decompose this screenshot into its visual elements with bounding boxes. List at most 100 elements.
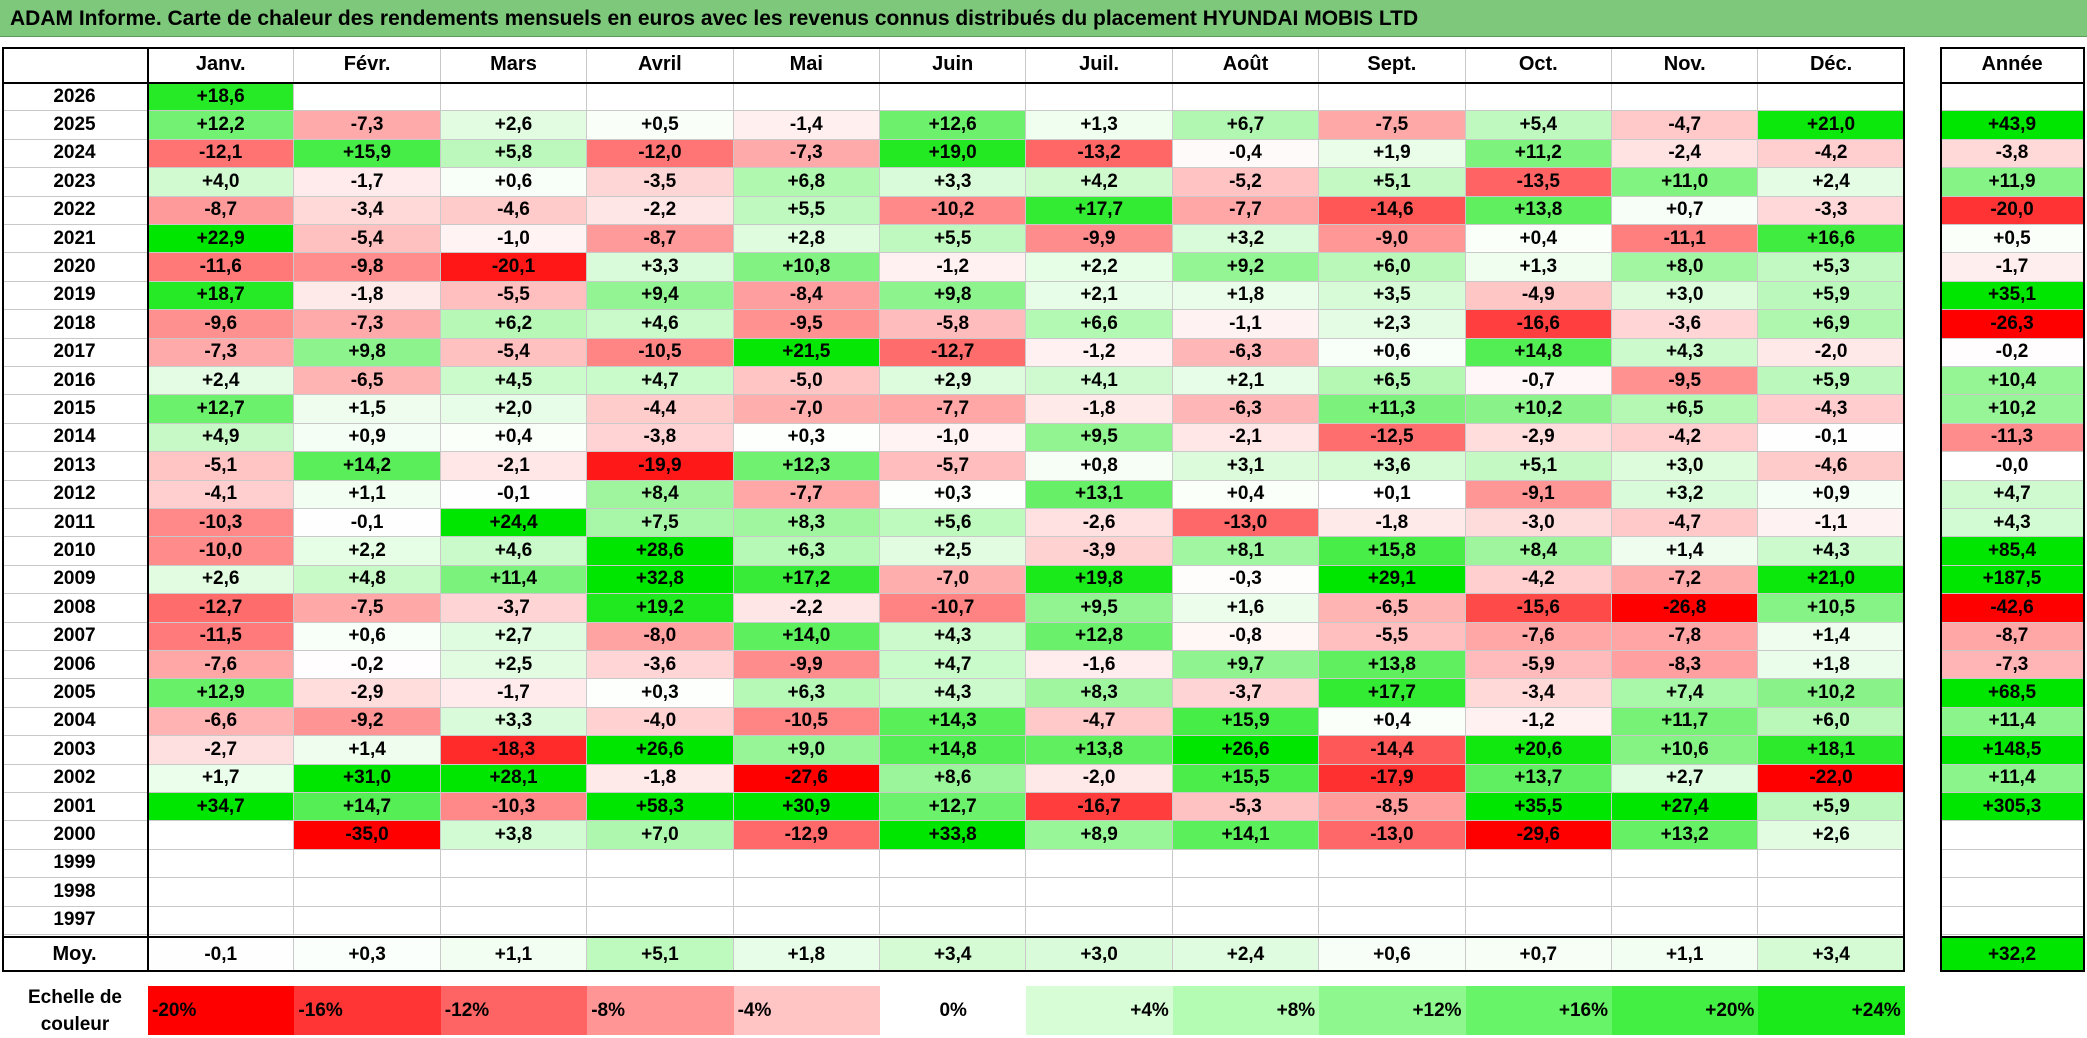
heat-cell: +3,2	[1172, 225, 1320, 254]
heat-cell	[733, 906, 880, 935]
heat-cell: -11,1	[1612, 225, 1759, 254]
heat-cell: +10,5	[1758, 594, 1905, 623]
heat-cell: -6,5	[1319, 594, 1466, 623]
heat-cell: +4,7	[880, 651, 1027, 680]
heat-cell	[294, 906, 441, 935]
heat-cell: +6,5	[1319, 367, 1466, 396]
heat-cell	[880, 849, 1027, 879]
heat-cell: -2,6	[1026, 509, 1173, 538]
heat-cell: +9,5	[1026, 594, 1173, 623]
year-label: 2025	[2, 111, 148, 140]
heat-cell: +6,0	[1319, 253, 1466, 282]
heat-cell: +0,4	[440, 423, 588, 453]
year-label: 2011	[2, 509, 148, 538]
heat-cell: +12,7	[148, 395, 295, 424]
heat-cell: -8,7	[587, 225, 734, 254]
heat-cell: +35,5	[1465, 793, 1612, 822]
heat-cell: +1,1	[294, 480, 441, 509]
heat-cell: -7,5	[294, 594, 441, 623]
heat-cell: -3,7	[1172, 679, 1320, 708]
heat-cell: +16,6	[1758, 225, 1905, 254]
heat-cell: +12,6	[880, 111, 1027, 140]
annual-cell	[1940, 878, 2085, 907]
year-label: 2004	[2, 707, 148, 737]
year-label: 2023	[2, 168, 148, 197]
annual-cell: +148,5	[1940, 736, 2085, 765]
month-header: Août	[1172, 47, 1320, 83]
heat-cell: -1,7	[440, 679, 588, 708]
heat-cell	[148, 821, 295, 850]
year-label: 2018	[2, 310, 148, 339]
heat-cell: +5,1	[1319, 168, 1466, 197]
heat-cell: -9,9	[1026, 225, 1173, 254]
heat-cell: +5,4	[1465, 111, 1612, 140]
heat-cell: -0,4	[1172, 139, 1320, 169]
color-scale-step: +8%	[1172, 986, 1320, 1035]
heat-cell: -12,7	[880, 338, 1027, 367]
year-label: 2020	[2, 253, 148, 282]
heat-cell: +4,7	[587, 367, 734, 396]
heat-cell: +6,8	[733, 168, 880, 197]
heat-cell: -10,3	[440, 793, 588, 822]
heat-cell: +11,2	[1465, 139, 1612, 169]
heat-cell: +15,8	[1319, 537, 1466, 566]
heat-cell: -2,0	[1026, 764, 1173, 793]
heat-cell: +22,9	[148, 225, 295, 254]
heat-cell: -0,1	[440, 480, 588, 509]
color-scale-step: -12%	[440, 986, 588, 1035]
annual-cell: +35,1	[1940, 281, 2085, 311]
heat-cell: +8,4	[587, 480, 734, 509]
annual-cell: +0,5	[1940, 225, 2085, 254]
heat-cell	[1172, 83, 1320, 112]
heat-cell: -8,7	[148, 196, 295, 225]
heat-cell	[1612, 849, 1759, 879]
heat-cell: +5,6	[880, 509, 1027, 538]
heat-cell	[1758, 849, 1905, 879]
annual-cell: -42,6	[1940, 594, 2085, 623]
heat-cell: +13,8	[1465, 196, 1612, 225]
average-cell: +5,1	[587, 938, 734, 972]
annual-cell: +4,3	[1940, 509, 2085, 538]
heat-cell: +21,5	[733, 338, 880, 367]
annual-cell: -26,3	[1940, 310, 2085, 339]
heat-cell: -2,7	[148, 736, 295, 765]
heat-cell: -4,7	[1612, 111, 1759, 140]
heat-cell: -4,9	[1465, 281, 1612, 311]
annual-cell: +11,9	[1940, 168, 2085, 197]
heat-cell: +2,3	[1319, 310, 1466, 339]
heat-cell: -5,8	[880, 310, 1027, 339]
heat-cell: +9,2	[1172, 253, 1320, 282]
heat-cell: +2,5	[880, 537, 1027, 566]
heat-cell: +1,3	[1465, 253, 1612, 282]
heat-cell: +1,6	[1172, 594, 1320, 623]
heat-cell: +4,6	[440, 537, 588, 566]
heat-cell	[294, 83, 441, 112]
heat-cell: -4,4	[587, 395, 734, 424]
heat-cell: -0,3	[1172, 565, 1320, 595]
heat-cell: +6,9	[1758, 310, 1905, 339]
annual-cell: +43,9	[1940, 111, 2085, 140]
heat-cell: -10,5	[587, 338, 734, 367]
heat-cell: -15,6	[1465, 594, 1612, 623]
heat-cell: -1,2	[1026, 338, 1173, 367]
heat-cell: +3,3	[440, 707, 588, 737]
month-header: Sept.	[1319, 47, 1466, 83]
heat-cell: +0,1	[1319, 480, 1466, 509]
heat-cell: -2,9	[1465, 423, 1612, 453]
heat-cell: -27,6	[733, 764, 880, 793]
average-annual-cell: +32,2	[1940, 938, 2085, 972]
heat-cell: -3,7	[440, 594, 588, 623]
heat-cell	[1172, 878, 1320, 907]
heat-cell: -2,0	[1758, 338, 1905, 367]
average-cell: +1,8	[733, 938, 880, 972]
heat-cell: -12,9	[733, 821, 880, 850]
heat-cell: +15,9	[1172, 707, 1320, 737]
heat-cell: -7,7	[733, 480, 880, 509]
year-label: 2005	[2, 679, 148, 708]
annual-cell: +11,4	[1940, 764, 2085, 793]
heat-cell: +12,7	[880, 793, 1027, 822]
heat-cell: -3,4	[294, 196, 441, 225]
heat-cell: +3,0	[1612, 452, 1759, 481]
heat-cell: -0,7	[1465, 367, 1612, 396]
heat-cell: -13,0	[1172, 509, 1320, 538]
